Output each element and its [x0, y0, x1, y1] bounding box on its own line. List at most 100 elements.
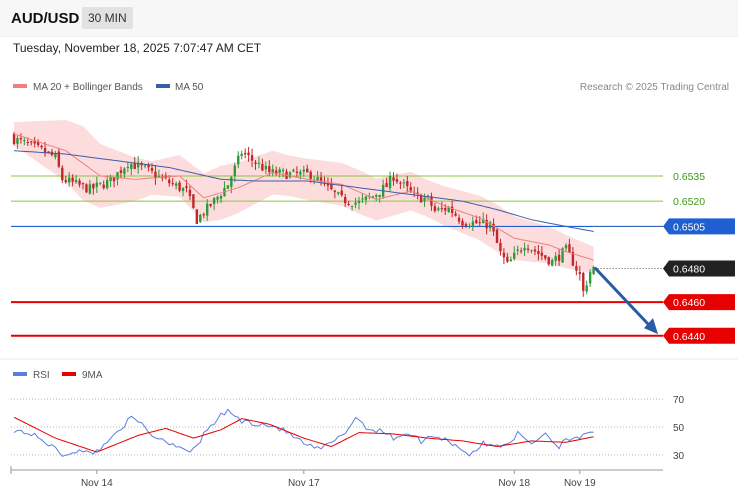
candle-body — [309, 171, 312, 179]
candle — [471, 216, 475, 231]
candle-body — [488, 222, 492, 229]
candle — [171, 178, 174, 187]
candle-body — [226, 185, 230, 189]
candle — [261, 158, 264, 172]
candle — [388, 171, 392, 192]
candle — [30, 140, 33, 146]
candle — [275, 166, 278, 176]
candle — [195, 208, 199, 224]
candle — [36, 139, 40, 148]
chart-header-bar: AUD/USD 30 MIN — [0, 0, 738, 37]
candle — [495, 227, 499, 244]
candle — [350, 205, 354, 211]
candle — [544, 254, 547, 261]
candle — [257, 156, 261, 169]
price-levels-layer — [11, 175, 663, 337]
candle-body — [123, 168, 126, 175]
candle-body — [295, 171, 299, 173]
candle-body — [454, 213, 457, 216]
candle — [568, 238, 571, 253]
candle-body — [257, 162, 261, 164]
candle-body — [302, 169, 305, 172]
candle-body — [33, 141, 36, 144]
candle — [57, 148, 61, 168]
symbol-title: AUD/USD — [11, 10, 80, 27]
candle — [174, 181, 178, 190]
time-axis: Nov 14 Nov 17 Nov 18 Nov 19 — [10, 466, 663, 489]
candle — [482, 212, 485, 224]
candle-body — [588, 272, 592, 284]
candle-body — [281, 169, 285, 172]
candle-body — [47, 151, 50, 153]
candle — [485, 214, 488, 235]
candle — [547, 256, 550, 267]
candle — [81, 182, 85, 190]
candle-body — [547, 257, 550, 265]
candle-body — [347, 203, 350, 205]
candle-body — [375, 195, 378, 197]
projection-arrow-shaft — [594, 266, 652, 328]
candle — [240, 150, 243, 160]
candle — [199, 213, 202, 223]
time-axis-label: Nov 14 — [81, 478, 113, 489]
support-level-label: 0.6460 — [673, 297, 705, 309]
candle — [588, 269, 592, 288]
rsi-ma-legend-label: 9MA — [82, 370, 103, 381]
candle-body — [116, 172, 119, 180]
candle — [116, 172, 119, 186]
rsi-line — [13, 408, 594, 457]
candle-body — [519, 250, 523, 252]
candle-body — [561, 248, 564, 263]
candle-body — [150, 167, 154, 171]
candle — [582, 271, 585, 297]
candle-body — [261, 164, 264, 171]
candle-body — [247, 152, 250, 156]
candle — [319, 172, 323, 186]
candle-body — [23, 140, 26, 142]
candle — [74, 175, 78, 184]
candle-body — [592, 266, 595, 274]
candle — [137, 155, 140, 174]
candle-body — [544, 255, 547, 259]
support-level-label: 0.6440 — [673, 331, 705, 343]
candle — [243, 148, 247, 159]
candle-body — [16, 138, 19, 144]
candle-body — [168, 179, 171, 184]
candle — [202, 212, 205, 219]
candle-body — [385, 183, 388, 188]
candle-body — [316, 176, 319, 181]
candle — [399, 180, 402, 190]
candle — [105, 175, 109, 190]
bollinger-band-fill — [14, 120, 594, 274]
candle — [457, 214, 461, 225]
candle — [61, 165, 64, 184]
timeframe-badge[interactable]: 30 MIN — [82, 7, 133, 29]
candle-body — [388, 176, 392, 189]
candle — [416, 187, 419, 200]
candle-body — [68, 177, 71, 183]
candle-body — [154, 171, 157, 179]
candle-body — [137, 162, 140, 168]
candle — [123, 167, 126, 179]
resistance-level-label: 0.6520 — [673, 196, 705, 208]
candle-body — [43, 148, 47, 154]
candle — [533, 246, 537, 256]
candle-body — [54, 153, 57, 158]
candle — [278, 167, 281, 178]
candle — [430, 192, 433, 211]
candle — [488, 220, 492, 232]
candle — [523, 242, 526, 257]
candle-body — [92, 184, 95, 189]
candle — [406, 175, 409, 193]
candle-body — [85, 184, 88, 193]
candle — [147, 162, 150, 172]
candle-body — [475, 220, 478, 224]
candle — [509, 256, 512, 262]
rsi-tick-label: 30 — [673, 451, 685, 462]
candle — [271, 164, 274, 177]
candle-body — [74, 179, 78, 183]
candle-body — [471, 221, 475, 226]
candle — [19, 133, 23, 144]
candle-body — [292, 169, 295, 172]
candle — [461, 218, 464, 229]
